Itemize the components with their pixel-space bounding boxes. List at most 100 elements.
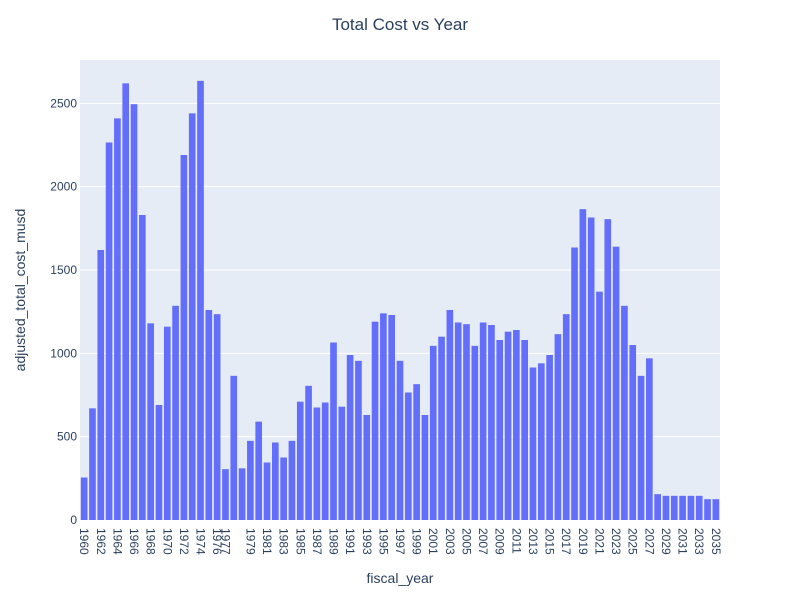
bar: [579, 209, 587, 520]
bar: [587, 217, 595, 520]
bar: [604, 219, 612, 520]
bar: [646, 358, 653, 520]
x-axis-title: fiscal_year: [367, 570, 434, 586]
bar: [654, 494, 661, 520]
bar: [313, 407, 321, 520]
bar: [280, 457, 287, 520]
bar: [188, 113, 196, 520]
x-tick-label: 1972: [177, 528, 191, 555]
bars: [80, 80, 720, 521]
bar: [488, 325, 495, 520]
bar: [446, 310, 454, 520]
bar: [147, 323, 154, 520]
bar: [172, 305, 179, 520]
x-tick-label: 2017: [559, 528, 573, 555]
bar: [80, 477, 88, 520]
bar: [197, 80, 204, 520]
x-tick-label: 2005: [459, 528, 473, 555]
bar: [105, 142, 113, 520]
bar: [388, 315, 396, 520]
y-axis-title: adjusted_total_cost_musd: [12, 209, 28, 372]
bar: [438, 336, 445, 520]
x-tick-label: 1981: [260, 528, 274, 555]
x-tick-label: 1985: [293, 528, 307, 555]
bar: [380, 313, 387, 520]
y-tick-label: 2000: [50, 180, 77, 194]
bar: [230, 375, 238, 520]
bar: [163, 326, 171, 520]
bar: [454, 322, 462, 520]
x-tick-label: 1979: [243, 528, 257, 555]
x-tick-label: 1966: [127, 528, 141, 555]
x-tick-label: 2009: [493, 528, 507, 555]
bar: [363, 415, 371, 520]
bar: [371, 321, 379, 520]
x-tick-label: 1976: [210, 528, 224, 555]
bar: [712, 499, 720, 520]
y-axis-ticks: 0 500 1000 1500 2000 2500: [50, 96, 77, 527]
bar: [180, 155, 188, 520]
bar: [704, 499, 711, 520]
x-tick-label: 2023: [609, 528, 623, 555]
bar: [413, 384, 420, 520]
y-tick-label: 0: [70, 513, 77, 527]
bar: [404, 392, 412, 520]
x-tick-label: 1964: [110, 528, 124, 555]
x-tick-label: 2013: [526, 528, 540, 555]
x-axis-ticks: 1960 1962 1964 1966 1968 1970 1972 1974 19761977…: [77, 528, 723, 555]
x-tick-label: 2015: [543, 528, 557, 555]
bar: [346, 355, 354, 520]
chart-title: Total Cost vs Year: [332, 15, 468, 34]
x-tick-label: 2029: [659, 528, 673, 555]
x-tick-label: 2007: [476, 528, 490, 555]
bar: [222, 469, 229, 520]
bar: [305, 385, 312, 520]
x-tick-label: 1970: [160, 528, 174, 555]
bar: [321, 402, 329, 520]
x-tick-label: 1999: [410, 528, 424, 555]
bar: [479, 322, 487, 520]
bar: [238, 468, 246, 520]
x-tick-label: 1960: [77, 528, 91, 555]
bar: [114, 118, 121, 520]
x-tick-label: 1968: [144, 528, 158, 555]
bar: [612, 246, 620, 520]
x-tick-label: 2033: [692, 528, 706, 555]
bar: [571, 247, 578, 520]
x-tick-label: 2031: [676, 528, 690, 555]
bar: [97, 250, 105, 520]
y-tick-label: 1500: [50, 263, 77, 277]
bar: [463, 324, 470, 520]
x-tick-label: 2001: [426, 528, 440, 555]
bar: [205, 310, 213, 520]
x-tick-label: 1989: [327, 528, 341, 555]
bar: [513, 330, 520, 520]
bar: [687, 495, 695, 520]
bar: [330, 342, 337, 520]
x-tick-label: 1995: [376, 528, 390, 555]
y-tick-label: 1000: [50, 346, 77, 360]
x-tick-label: 1991: [343, 528, 357, 555]
bar: [546, 355, 553, 520]
bar: [213, 314, 221, 520]
bar: [471, 345, 479, 520]
x-tick-label: 2019: [576, 528, 590, 555]
bar: [629, 345, 637, 520]
bar: [521, 340, 528, 520]
bar: [89, 408, 96, 520]
bar: [529, 367, 537, 520]
bar: [355, 360, 362, 520]
bar: [562, 314, 570, 520]
bar: [263, 462, 271, 520]
x-tick-label: 1962: [94, 528, 108, 555]
x-tick-label: 2011: [509, 528, 523, 554]
bar: [247, 440, 254, 520]
x-tick-label: 1977: [218, 528, 232, 555]
x-tick-label: 1997: [393, 528, 407, 555]
bar: [421, 415, 429, 520]
bar: [621, 305, 628, 520]
x-tick-label: 2003: [443, 528, 457, 555]
x-tick-label: 2021: [592, 528, 606, 555]
x-tick-label: 1983: [277, 528, 291, 555]
